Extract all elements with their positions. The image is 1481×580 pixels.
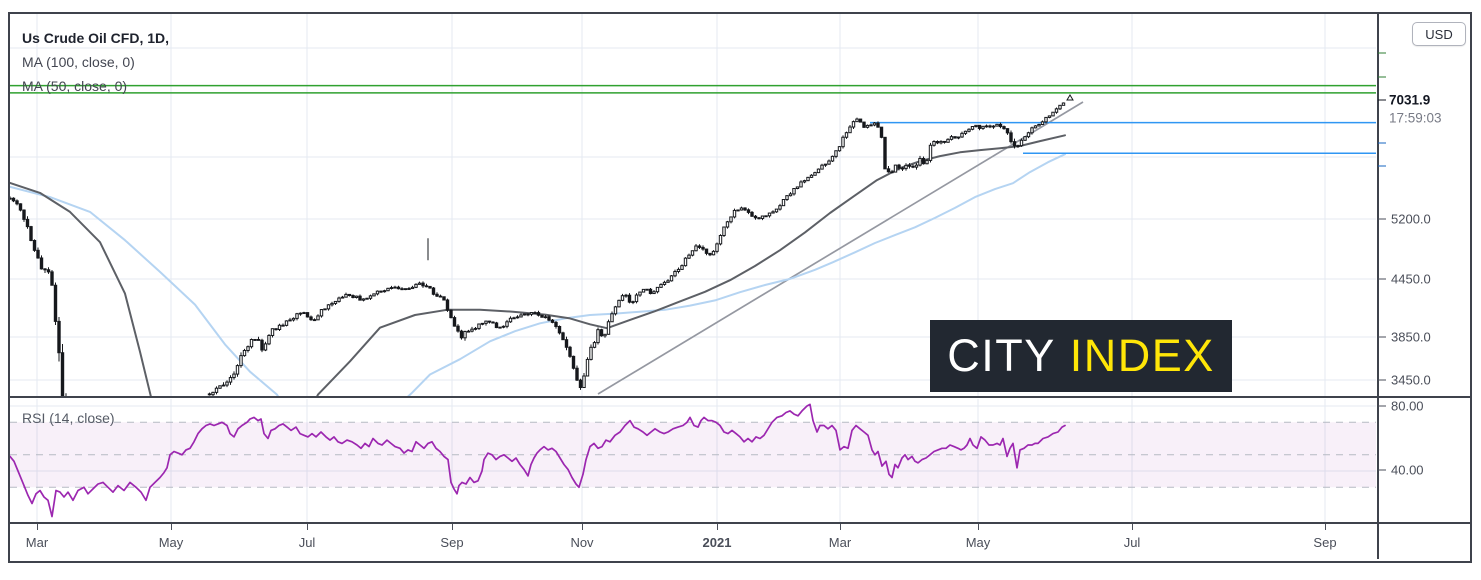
time-tick-dash <box>717 524 718 530</box>
price-tick-label: 5200.0 <box>1391 211 1431 227</box>
price-chart[interactable] <box>10 14 1376 396</box>
rsi-legend[interactable]: RSI (14, close) <box>22 410 115 426</box>
axis-tick-dash <box>1378 218 1386 220</box>
time-tick-label: May <box>158 535 184 550</box>
time-tick-label: 2021 <box>702 535 732 550</box>
logo-word-city: CITY <box>947 330 1056 381</box>
time-tick-dash <box>171 524 172 530</box>
price-tick-label: 4450.0 <box>1391 271 1431 287</box>
time-tick-dash <box>1325 524 1326 530</box>
time-tick-label: Mar <box>25 535 49 550</box>
axis-tick-dash <box>1378 278 1386 280</box>
time-tick-dash <box>978 524 979 530</box>
currency-badge[interactable]: USD <box>1412 22 1466 46</box>
time-tick-label: May <box>965 535 991 550</box>
price-tick-label: 3450.0 <box>1391 372 1431 388</box>
axis-tick-dash <box>1378 99 1386 101</box>
last-price-label: 7031.9 <box>1389 92 1431 108</box>
time-tick-dash <box>840 524 841 530</box>
rsi-timeaxis-divider[interactable] <box>8 522 1472 524</box>
time-tick-label: Mar <box>828 535 852 550</box>
time-tick-label: Sep <box>1313 535 1337 550</box>
time-tick-label: Sep <box>440 535 464 550</box>
logo-word-index: INDEX <box>1069 330 1215 381</box>
axis-tick-dash <box>1378 52 1386 54</box>
axis-tick-dash <box>1378 469 1386 471</box>
price-axis[interactable]: 7320.37184.47031.917:59:036657.46155.752… <box>1377 12 1472 522</box>
time-tick-dash <box>582 524 583 530</box>
price-rsi-divider[interactable] <box>8 396 1472 398</box>
time-tick-label: Nov <box>570 535 594 550</box>
city-index-logo: CITY INDEX <box>930 320 1232 392</box>
time-tick-dash <box>452 524 453 530</box>
axis-tick-dash <box>1378 165 1386 167</box>
axis-tick-dash <box>1378 379 1386 381</box>
time-tick-label: Jul <box>298 535 316 550</box>
axis-tick-dash <box>1378 336 1386 338</box>
symbol-title[interactable]: Us Crude Oil CFD, 1D, <box>22 30 170 46</box>
legend-ma50[interactable]: MA (50, close, 0) <box>22 78 128 94</box>
axis-tick-dash <box>1378 405 1386 407</box>
rsi-chart[interactable] <box>10 399 1376 522</box>
time-tick-dash <box>307 524 308 530</box>
axis-tick-dash <box>1378 76 1386 78</box>
legend-ma100[interactable]: MA (100, close, 0) <box>22 54 135 70</box>
axis-tick-dash <box>1378 142 1386 144</box>
time-tick-dash <box>37 524 38 530</box>
countdown-label: 17:59:03 <box>1389 110 1442 126</box>
time-axis[interactable]: Mar May Jul Sep Nov 2021 Mar May Jul Sep <box>8 524 1377 561</box>
price-axis-divider[interactable] <box>1377 12 1379 559</box>
legend: Us Crude Oil CFD, 1D, MA (100, close, 0)… <box>22 26 169 98</box>
time-tick-dash <box>1132 524 1133 530</box>
rsi-tick-label: 40.00 <box>1391 462 1424 478</box>
price-tick-label: 3850.0 <box>1391 329 1431 345</box>
rsi-tick-label: 80.00 <box>1391 398 1424 414</box>
time-tick-label: Jul <box>1123 535 1141 550</box>
logo-space <box>1056 330 1070 382</box>
